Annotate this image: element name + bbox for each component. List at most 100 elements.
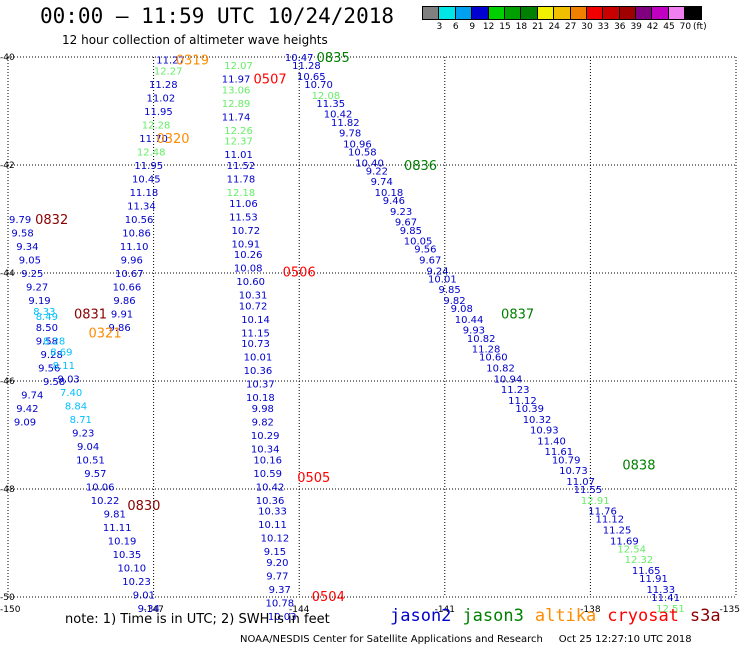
- x-tick-label: -141: [435, 605, 455, 615]
- data-label-cryosat: 10.14: [241, 315, 270, 326]
- data-label-jason3: 12.51: [656, 604, 685, 615]
- data-label-cryosat: 10.01: [244, 353, 273, 364]
- data-label-jason3: 9.93: [463, 326, 485, 337]
- data-label-s3a: 8.49: [36, 312, 58, 323]
- data-label-jason3: 12.54: [617, 544, 646, 555]
- data-label-cryosat: 10.91: [231, 239, 260, 250]
- data-label-s3a: 9.79: [9, 215, 31, 226]
- data-label-s3a: 10.10: [117, 563, 146, 574]
- data-label-s3a: 8.50: [36, 323, 58, 334]
- data-label-cryosat: 10.26: [234, 250, 263, 261]
- data-label-jason3: 10.58: [348, 148, 377, 159]
- page-title: 00:00 – 11:59 UTC 10/24/2018: [40, 4, 395, 28]
- data-label-cryosat: 12.26: [224, 126, 253, 137]
- data-label-jason3: 10.73: [559, 466, 588, 477]
- data-label-cryosat: 10.36: [244, 366, 273, 377]
- data-label-jason3: 11.91: [639, 574, 668, 585]
- data-label-jason3: 11.28: [472, 345, 501, 356]
- data-label-cryosat: 10.34: [251, 445, 280, 456]
- data-label-cryosat: 10.72: [239, 301, 268, 312]
- data-label-jason3: 10.65: [297, 72, 326, 83]
- data-label-jason3: 9.67: [419, 256, 441, 267]
- data-label-s3a: 10.06: [86, 482, 115, 493]
- data-label-altika: 11.28: [149, 80, 178, 91]
- data-label-cryosat: 10.03: [268, 612, 297, 623]
- data-label-cryosat: 9.98: [252, 404, 274, 415]
- data-label-s3a: 9.27: [26, 283, 48, 294]
- data-label-jason3: 11.12: [508, 396, 537, 407]
- data-label-cryosat: 10.60: [236, 277, 265, 288]
- data-label-cryosat: 10.18: [246, 393, 275, 404]
- data-label-jason3: 11.76: [588, 507, 617, 518]
- data-label-jason3: 10.82: [486, 364, 515, 375]
- data-label-s3a: 8.69: [50, 347, 72, 358]
- colorbar-label: 3: [436, 22, 443, 32]
- legend-item-cryosat: cryosat: [607, 606, 679, 626]
- data-label-altika: 12.28: [142, 121, 171, 132]
- data-label-jason3: 9.78: [339, 129, 361, 140]
- x-tick-label: -144: [289, 605, 310, 615]
- data-label-altika: 9.96: [121, 256, 143, 267]
- data-label-jason3: 10.05: [404, 237, 433, 248]
- colorbar-label: 12: [482, 22, 495, 32]
- data-label-jason3: 11.23: [501, 385, 530, 396]
- data-label-cryosat: 10.31: [239, 291, 268, 302]
- legend-item-jason2: jason2: [390, 606, 452, 626]
- colorbar-label: 27: [564, 22, 577, 32]
- data-label-cryosat: 10.37: [246, 380, 275, 391]
- time-label: 0831: [74, 308, 107, 323]
- data-label-s3a: 8.84: [65, 401, 87, 412]
- data-label-s3a: 9.04: [77, 442, 99, 453]
- time-label: 0319: [176, 54, 209, 69]
- time-label: 0504: [312, 590, 345, 605]
- data-label-altika: 10.67: [115, 269, 144, 280]
- data-label-jason3: 11.69: [610, 536, 639, 547]
- data-label-cryosat: 11.53: [229, 212, 258, 223]
- data-label-s3a: 8.33: [33, 307, 55, 318]
- data-label-s3a: 8.71: [70, 415, 92, 426]
- colorbar-label: 24: [548, 22, 560, 32]
- data-label-jason3: 10.39: [515, 404, 544, 415]
- data-label-s3a: 9.58: [11, 229, 33, 240]
- colorbar-label: 39: [630, 22, 642, 32]
- data-label-altika: 10.86: [122, 229, 151, 240]
- data-label-jason3: 9.24: [426, 266, 448, 277]
- data-label-jason3: 10.40: [355, 158, 384, 169]
- data-label-jason3: 10.60: [479, 353, 508, 364]
- time-label: 0321: [89, 326, 122, 341]
- data-label-cryosat: 9.15: [264, 547, 286, 558]
- legend-item-jason3: jason3: [462, 606, 524, 626]
- legend-item-s3a: s3a: [689, 606, 721, 626]
- data-label-jason3: 10.96: [343, 139, 372, 150]
- data-label-jason3: 11.25: [603, 526, 632, 537]
- x-tick-label: -135: [720, 605, 740, 615]
- data-label-s3a: 9.56: [38, 364, 60, 375]
- data-label-cryosat: 12.18: [227, 188, 256, 199]
- data-label-jason3: 11.61: [545, 447, 574, 458]
- data-label-s3a: 9.58: [43, 377, 65, 388]
- data-label-s3a: 9.34: [16, 242, 38, 253]
- data-label-altika: 12.27: [154, 67, 183, 78]
- data-label-jason3: 10.47: [285, 53, 314, 64]
- data-label-cryosat: 10.72: [231, 226, 260, 237]
- data-label-jason3: 11.41: [651, 593, 680, 604]
- data-label-cryosat: 9.20: [266, 558, 288, 569]
- data-label-jason3: 10.94: [494, 374, 523, 385]
- data-label-jason3: 12.91: [581, 496, 610, 507]
- x-tick-label: -138: [580, 605, 601, 615]
- colorbar-label: 6: [452, 22, 459, 32]
- data-label-s3a: 9.28: [41, 350, 63, 361]
- time-label: 0836: [404, 159, 437, 174]
- time-label: 0506: [283, 265, 316, 280]
- data-label-jason3: 11.28: [292, 61, 321, 72]
- data-label-cryosat: 12.37: [224, 137, 253, 148]
- data-label-cryosat: 10.73: [241, 339, 270, 350]
- y-tick-label: -40: [0, 53, 15, 63]
- data-label-cryosat: 11.06: [229, 199, 258, 210]
- data-label-s3a: 9.01: [133, 590, 155, 601]
- data-label-s3a: 9.74: [21, 391, 43, 402]
- time-label: 0830: [127, 499, 160, 514]
- data-label-cryosat: 13.06: [222, 85, 251, 96]
- data-label-altika: 11.02: [147, 94, 176, 105]
- data-label-jason3: 11.55: [574, 485, 603, 496]
